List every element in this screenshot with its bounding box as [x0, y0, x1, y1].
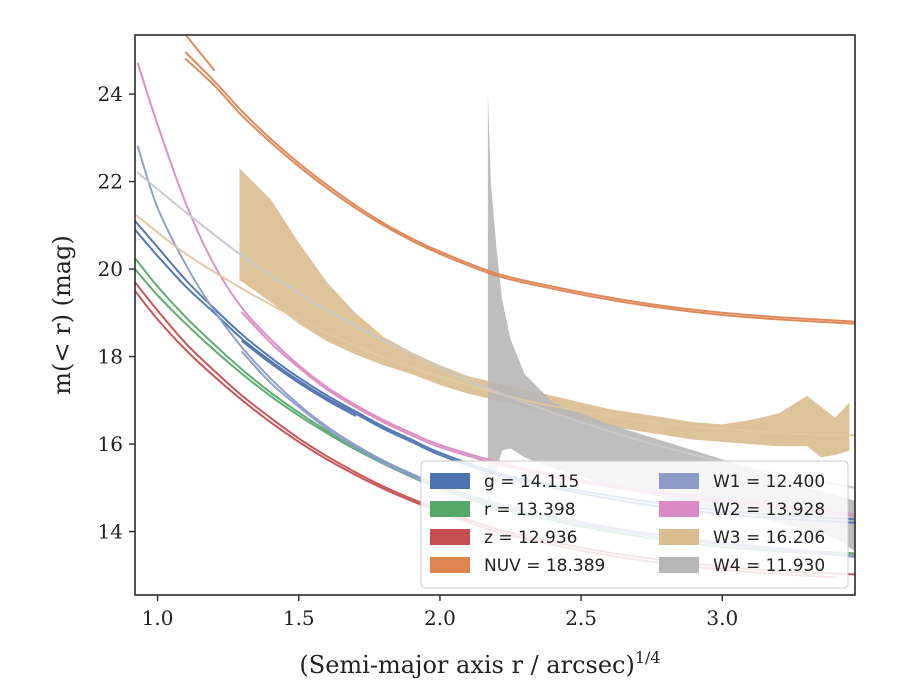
- legend-swatch-w1: [659, 473, 699, 489]
- x-axis-title-superscript: 1/4: [635, 648, 661, 667]
- band-layer: [239, 94, 855, 552]
- series-line-nuv-3: [184, 35, 216, 71]
- y-tick-label: 22: [98, 170, 123, 194]
- series-line-w3-1: [135, 213, 855, 437]
- y-axis-title: m(< r) (mag): [48, 235, 76, 394]
- legend-label-nuv: NUV = 18.389: [484, 556, 605, 576]
- x-tick-label: 2.5: [565, 606, 597, 630]
- legend-label-z: z = 12.936: [484, 528, 577, 548]
- legend-swatch-w4: [659, 557, 699, 573]
- legend-box: [420, 460, 849, 589]
- legend-swatch-g: [430, 473, 470, 489]
- x-tick-label: 3.0: [706, 606, 738, 630]
- legend-label-w1: W1 = 12.400: [713, 472, 825, 492]
- band-w4: [487, 94, 855, 552]
- legend-swatch-z: [430, 529, 470, 545]
- x-axis-title-text: (Semi-major axis r / arcsec): [299, 651, 634, 679]
- y-tick-label: 14: [98, 520, 123, 544]
- legend-swatch-w2: [659, 501, 699, 517]
- series-line-g-3: [241, 340, 357, 417]
- series-line-nuv-2: [184, 51, 855, 323]
- legend-swatch-w3: [659, 529, 699, 545]
- legend-swatch-nuv: [430, 557, 470, 573]
- y-tick-label: 20: [98, 257, 123, 281]
- legend-label-w2: W2 = 13.928: [713, 500, 825, 520]
- y-tick-label: 16: [98, 432, 123, 456]
- line-layer: [135, 35, 855, 579]
- legend-label-r: r = 13.398: [484, 500, 576, 520]
- x-tick-label: 2.0: [424, 606, 456, 630]
- y-tick-label: 24: [98, 82, 123, 106]
- y-axis-ticks: 14 16 18 20 22 24: [98, 82, 135, 544]
- legend-swatch-r: [430, 501, 470, 517]
- legend-label-w4: W4 = 11.930: [713, 556, 825, 576]
- y-tick-label: 18: [98, 345, 123, 369]
- legend-label-g: g = 14.115: [484, 472, 579, 492]
- x-tick-label: 1.0: [142, 606, 174, 630]
- x-axis-title: (Semi-major axis r / arcsec)1/4: [299, 648, 660, 679]
- series-line-nuv-1: [184, 58, 855, 325]
- x-tick-label: 1.5: [283, 606, 315, 630]
- x-axis-ticks: 1.0 1.5 2.0 2.5 3.0: [142, 595, 738, 630]
- legend: g = 14.115 r = 13.398 z = 12.936 NUV = 18.3…: [420, 460, 849, 589]
- legend-label-w3: W3 = 16.206: [713, 528, 825, 548]
- plot-frame: [134, 34, 856, 596]
